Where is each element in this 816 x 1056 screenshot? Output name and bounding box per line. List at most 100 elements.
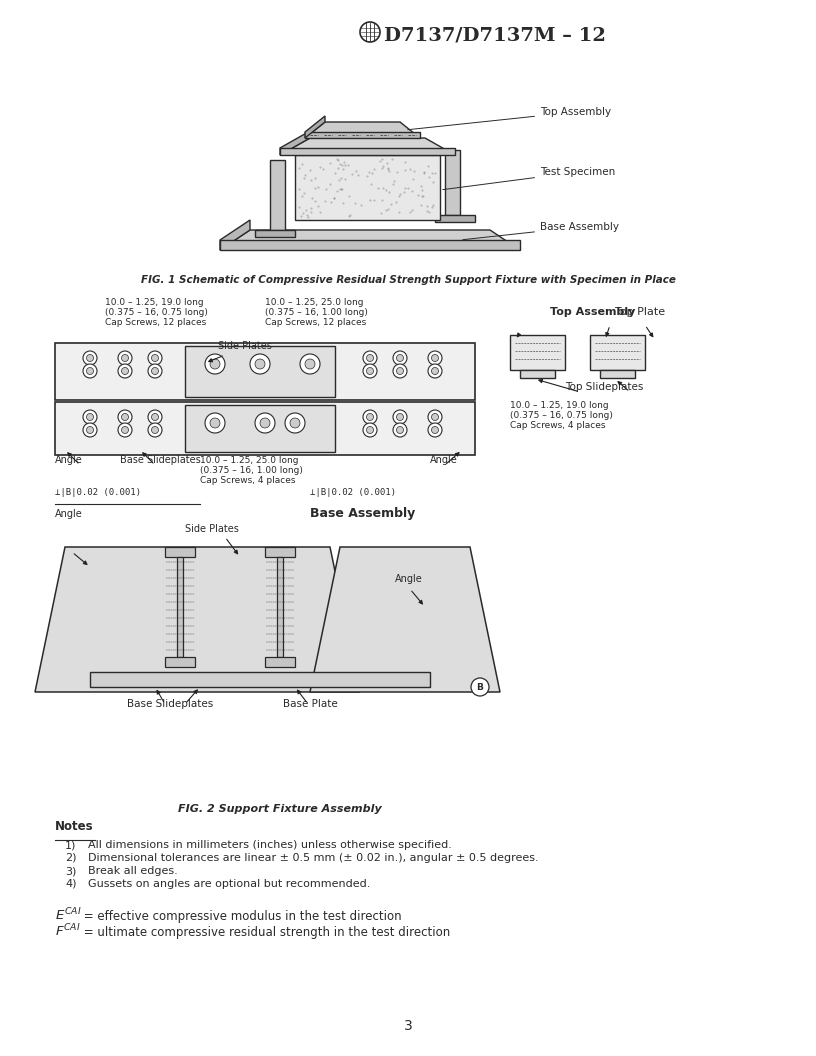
Circle shape [152,427,158,434]
Circle shape [210,359,220,369]
Circle shape [393,351,407,365]
Circle shape [122,414,128,420]
Text: Cap Screws, 12 places: Cap Screws, 12 places [265,318,366,327]
Text: Top Assembly: Top Assembly [408,107,611,130]
Circle shape [122,355,128,361]
Circle shape [366,355,374,361]
Circle shape [205,354,225,374]
Circle shape [83,364,97,378]
Text: 2): 2) [65,853,77,863]
Circle shape [397,355,403,361]
Polygon shape [280,148,455,155]
Text: 10.0 – 1.25, 25.0 long: 10.0 – 1.25, 25.0 long [265,298,363,307]
Circle shape [86,427,94,434]
Circle shape [428,410,442,425]
Polygon shape [310,547,500,692]
Bar [90,672,430,687]
Text: FIG. 2 Support Fixture Assembly: FIG. 2 Support Fixture Assembly [178,804,382,814]
Circle shape [290,418,300,428]
Text: Top Assembly: Top Assembly [550,307,636,317]
Circle shape [305,359,315,369]
Circle shape [205,413,225,433]
Text: (0.375 – 16, 1.00 long): (0.375 – 16, 1.00 long) [265,308,368,317]
Circle shape [432,414,438,420]
Circle shape [363,423,377,437]
Circle shape [363,410,377,425]
Text: B: B [477,682,483,692]
Circle shape [118,364,132,378]
Text: Top Slideplates: Top Slideplates [565,382,643,392]
Circle shape [432,367,438,375]
Circle shape [250,354,270,374]
Polygon shape [305,116,325,138]
Text: 10.0 – 1.25, 25.0 long: 10.0 – 1.25, 25.0 long [200,456,299,465]
Circle shape [86,414,94,420]
Text: All dimensions in millimeters (inches) unless otherwise specified.: All dimensions in millimeters (inches) u… [88,840,452,850]
Circle shape [393,410,407,425]
Text: Base Assembly: Base Assembly [310,507,415,520]
Bar [265,547,295,557]
Text: Test Specimen: Test Specimen [443,167,615,190]
Text: Top Plate: Top Plate [615,307,665,317]
Circle shape [83,351,97,365]
Text: Cap Screws, 4 places: Cap Screws, 4 places [510,421,605,430]
Circle shape [363,351,377,365]
Text: Angle: Angle [55,455,82,465]
Text: 10.0 – 1.25, 19.0 long: 10.0 – 1.25, 19.0 long [105,298,204,307]
Bar [600,370,635,378]
Text: FIG. 1 Schematic of Compressive Residual Strength Support Fixture with Specimen : FIG. 1 Schematic of Compressive Residual… [140,275,676,285]
Circle shape [86,355,94,361]
Polygon shape [280,131,310,155]
Polygon shape [305,122,420,138]
Text: Base Plate: Base Plate [282,699,337,709]
Text: = effective compressive modulus in the test direction: = effective compressive modulus in the t… [80,910,401,923]
Text: Base Slideplates: Base Slideplates [120,455,201,465]
Circle shape [255,359,265,369]
Circle shape [432,427,438,434]
Text: (0.375 – 16, 0.75 long): (0.375 – 16, 0.75 long) [105,308,208,317]
Text: Notes: Notes [55,821,94,833]
Polygon shape [220,230,520,250]
Circle shape [366,414,374,420]
Circle shape [397,367,403,375]
Polygon shape [220,220,250,250]
Circle shape [118,351,132,365]
Bar [185,406,335,452]
Circle shape [363,364,377,378]
Bar [165,547,195,557]
Bar [510,335,565,370]
Text: Side Plates: Side Plates [218,341,272,351]
Circle shape [86,367,94,375]
Polygon shape [435,215,475,222]
Polygon shape [220,240,520,250]
Circle shape [397,427,403,434]
Circle shape [118,423,132,437]
Circle shape [393,364,407,378]
Circle shape [210,418,220,428]
Text: (0.375 – 16, 1.00 long): (0.375 – 16, 1.00 long) [200,466,303,475]
Text: Cap Screws, 4 places: Cap Screws, 4 places [200,476,295,485]
Circle shape [300,354,320,374]
Text: Break all edges.: Break all edges. [88,866,178,876]
Text: Cap Screws, 12 places: Cap Screws, 12 places [105,318,206,327]
Text: (0.375 – 16, 0.75 long): (0.375 – 16, 0.75 long) [510,411,613,420]
Text: 4): 4) [65,879,77,889]
Bar [265,657,295,667]
Circle shape [148,410,162,425]
Bar [55,343,475,400]
Text: ⊥|B|0.02 (0.001): ⊥|B|0.02 (0.001) [310,488,396,497]
Text: = ultimate compressive residual strength in the test direction: = ultimate compressive residual strength… [80,926,450,939]
Text: ⊥|B|0.02 (0.001): ⊥|B|0.02 (0.001) [55,488,141,497]
Polygon shape [255,230,295,237]
Text: 3): 3) [65,866,77,876]
Circle shape [118,410,132,425]
Bar [165,657,195,667]
Text: 3: 3 [404,1019,412,1033]
Circle shape [152,355,158,361]
Text: $E^{CAI}$: $E^{CAI}$ [55,906,82,923]
Bar [55,402,475,455]
Circle shape [432,355,438,361]
Circle shape [148,351,162,365]
Circle shape [152,414,158,420]
Text: 1): 1) [65,840,77,850]
